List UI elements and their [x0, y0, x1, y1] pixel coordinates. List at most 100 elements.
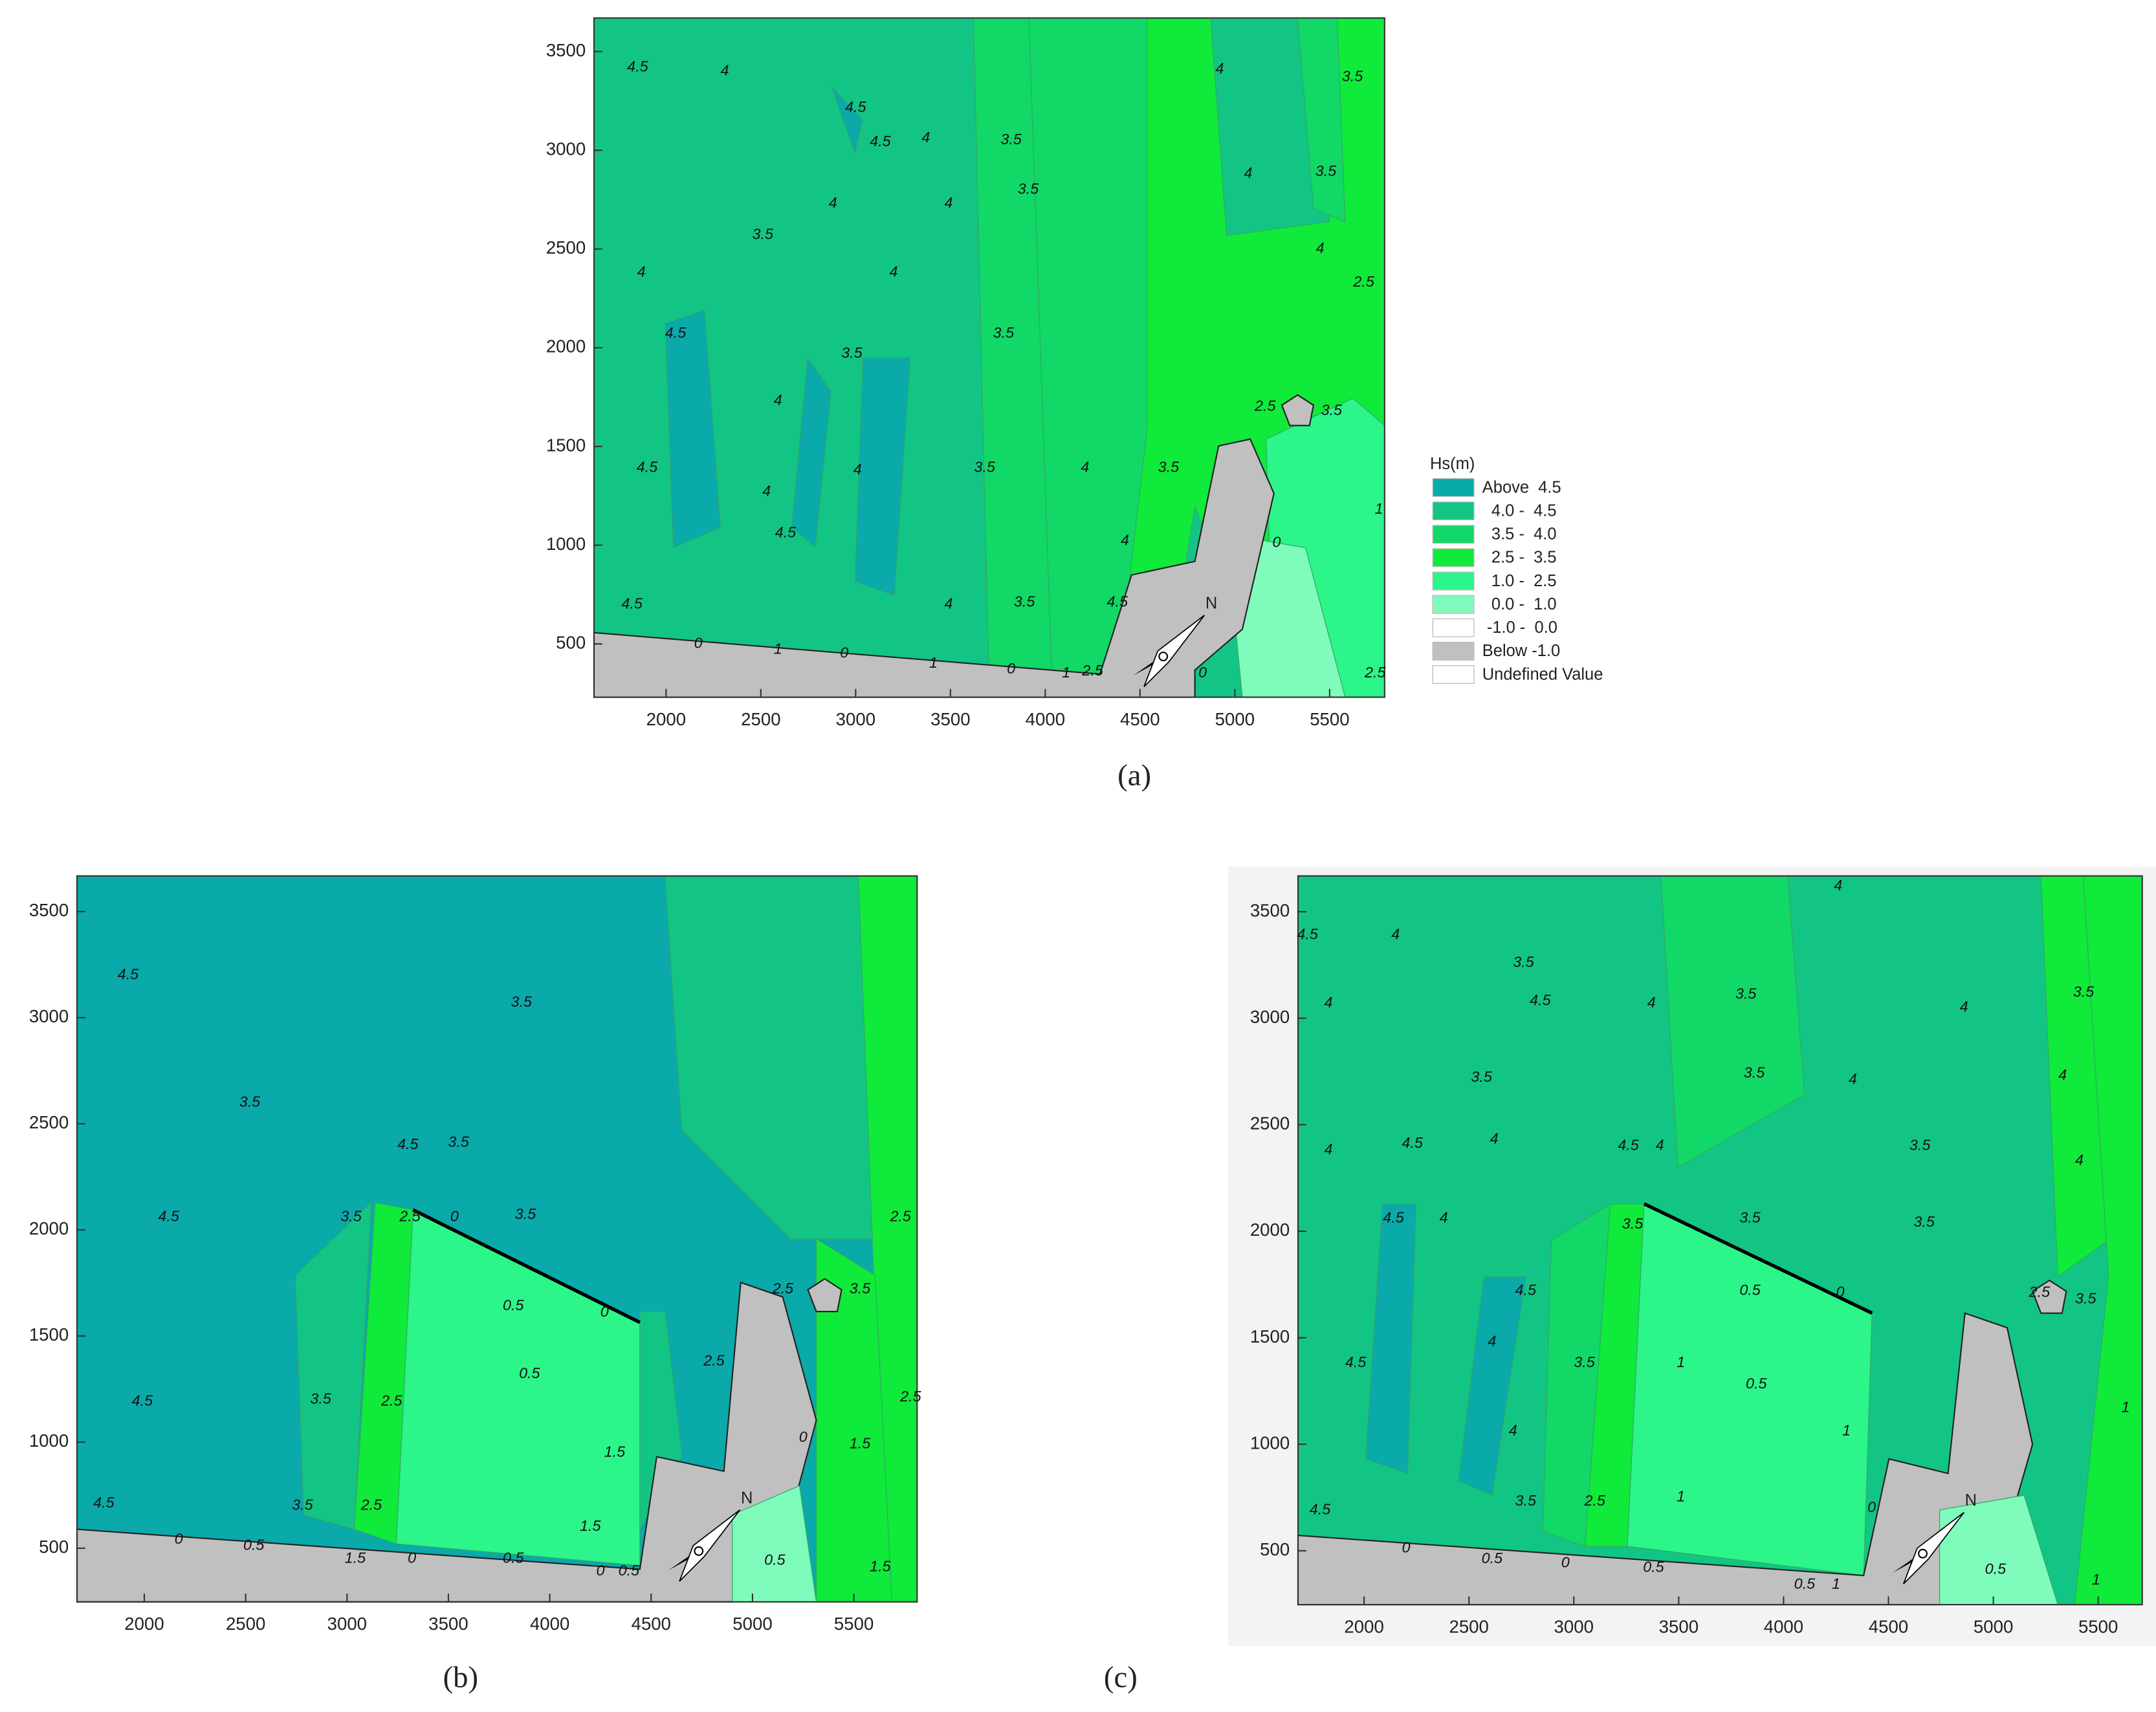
contour-label: 4 [1391, 926, 1400, 943]
y-tick-label: 1000 [546, 534, 586, 554]
x-tick-label: 2000 [124, 1614, 164, 1634]
north-label: N [1205, 595, 1217, 613]
contour-label: 3.5 [1574, 1354, 1595, 1370]
wave-zone [854, 357, 911, 596]
contour-label: 2.5 [1254, 397, 1276, 414]
contour-label: 4 [1121, 532, 1129, 549]
contour-label: 0 [694, 634, 703, 651]
contour-label: 1 [1062, 664, 1070, 681]
legend-title: Hs(m) [1430, 455, 1475, 473]
contour-label: 3.5 [993, 324, 1015, 341]
legend-label: -1.0 - 0.0 [1482, 619, 1557, 637]
contour-label: 4.5 [158, 1207, 179, 1224]
contour-label: 1.5 [604, 1443, 626, 1460]
contour-label: 2.5 [1081, 662, 1103, 679]
breakwater [412, 1208, 641, 1324]
legend-label: 4.0 - 4.5 [1482, 501, 1557, 520]
y-tick-label: 500 [1260, 1539, 1290, 1559]
panel-label: (c) [1104, 1661, 1138, 1695]
contour-label: 1 [1842, 1422, 1851, 1439]
contour-label: 4 [1325, 1141, 1333, 1158]
contour-label: 2.5 [1352, 273, 1374, 290]
contour-label: 1 [2092, 1571, 2100, 1588]
contour-label: 3.5 [1513, 953, 1534, 970]
contour-label: 4.5 [627, 58, 648, 74]
contour-label: 3.5 [448, 1134, 469, 1150]
panel: N 4.5 4 4.5 4.5 4 3.5 3.5 4 4 3.5 4 4 3.5 4.5 3.5 4 4.5 4 4… [546, 17, 1603, 793]
contour-label: 4 [2058, 1066, 2067, 1083]
legend-swatch [1432, 618, 1475, 637]
legend-swatch [1432, 548, 1475, 567]
contour-label: 0.5 [519, 1365, 540, 1381]
land [2031, 1279, 2067, 1314]
contour-label: 3.5 [2075, 1289, 2096, 1306]
contour-label: 4 [921, 129, 930, 146]
contour-label: 4 [1325, 994, 1333, 1011]
contour-label: 4 [1316, 239, 1325, 256]
x-tick-label: 4500 [1869, 1616, 1908, 1636]
contour-label: 4 [637, 263, 646, 280]
contour-label: 2.5 [703, 1352, 725, 1368]
x-tick-label: 5000 [732, 1614, 772, 1634]
legend-swatch [1432, 501, 1475, 521]
contour-label: 4.5 [665, 324, 687, 341]
contour-label: 3.5 [841, 344, 863, 361]
contour-label: 1 [1677, 1488, 1685, 1505]
x-tick-label: 3000 [1554, 1616, 1594, 1636]
contour-label: 2.5 [399, 1207, 421, 1224]
y-tick-label: 3000 [1250, 1007, 1290, 1027]
breakwater [1643, 1202, 1873, 1315]
x-tick-label: 3000 [836, 709, 875, 729]
contour-label: 3.5 [1909, 1136, 1931, 1153]
compass-center [1918, 1548, 1928, 1559]
x-tick-label: 5000 [1215, 709, 1255, 729]
contour-label: 0.5 [503, 1549, 524, 1566]
contour-label: 4.5 [1345, 1354, 1367, 1370]
contour-label: 0 [1867, 1498, 1876, 1515]
contour-label: 2.5 [772, 1280, 794, 1297]
wave-zone [791, 356, 832, 549]
contour-label: 3.5 [1321, 401, 1343, 418]
compass-center [694, 1546, 704, 1556]
contour-label: 4.5 [845, 98, 866, 115]
contour-label: 0 [799, 1428, 808, 1445]
contour-label: 4.5 [775, 523, 797, 540]
north-label: N [1965, 1491, 1977, 1509]
y-tick-label: 3500 [546, 40, 586, 60]
x-tick-label: 3000 [327, 1614, 367, 1634]
panel-label: (a) [1117, 759, 1151, 793]
north-label: N [741, 1489, 753, 1507]
contour-label: 3.5 [515, 1205, 536, 1222]
x-tick-label: 2000 [646, 709, 686, 729]
y-tick-label: 1500 [546, 435, 586, 455]
contour-label: 4.5 [1530, 992, 1551, 1009]
contour-label: 0.5 [243, 1537, 265, 1553]
y-tick-label: 500 [556, 632, 586, 652]
wave-zone [830, 85, 864, 156]
contour-label: 2.5 [2029, 1284, 2051, 1300]
contour-label: 0 [840, 644, 848, 661]
contour-label: 3.5 [1913, 1213, 1935, 1230]
compass-center [1158, 652, 1169, 662]
land [1281, 394, 1315, 426]
x-tick-label: 4500 [1120, 709, 1160, 729]
contour-label: 2.5 [1364, 664, 1386, 681]
x-tick-label: 5500 [2078, 1616, 2118, 1636]
contour-label: 3.5 [753, 226, 774, 243]
contour-label: 4.5 [870, 133, 891, 149]
contour-label: 4.5 [1106, 593, 1128, 609]
contour-label: 4.5 [1383, 1209, 1404, 1225]
contour-label: 4 [2075, 1151, 2084, 1168]
plot-frame [1297, 875, 2143, 1606]
contour-label: 2.5 [899, 1388, 921, 1405]
contour-label: 4.5 [93, 1494, 115, 1511]
legend-label: Above 4.5 [1482, 478, 1561, 496]
contour-label: 4 [1656, 1136, 1664, 1153]
contour-label: 0 [175, 1530, 183, 1547]
contour-label: 1 [1677, 1354, 1685, 1370]
contour-label: 2.5 [380, 1392, 402, 1409]
contour-label: 4.5 [621, 595, 643, 611]
y-tick-label: 3500 [29, 900, 69, 920]
y-tick-label: 3500 [1250, 900, 1290, 920]
